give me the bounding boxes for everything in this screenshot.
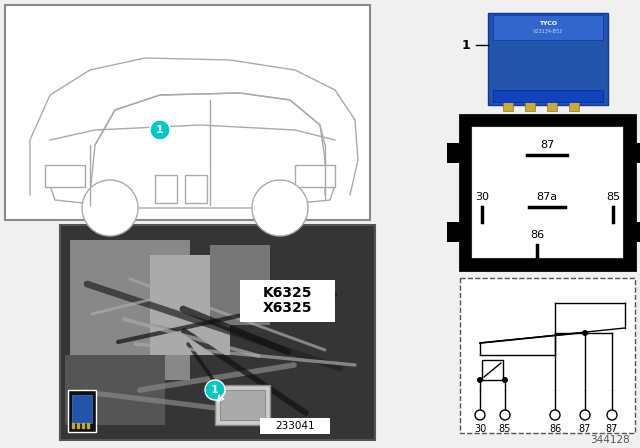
Bar — [70, 240, 190, 380]
Circle shape — [580, 410, 590, 420]
Circle shape — [150, 120, 170, 140]
Bar — [185, 175, 207, 203]
Text: 233041: 233041 — [275, 421, 315, 431]
Text: 87: 87 — [579, 424, 591, 434]
Bar — [65, 355, 165, 425]
Bar — [77, 423, 80, 429]
Bar — [45, 165, 85, 187]
Circle shape — [477, 377, 483, 383]
Bar — [503, 97, 513, 111]
Bar — [525, 97, 535, 111]
Text: 86: 86 — [549, 424, 561, 434]
Bar — [68, 390, 96, 432]
Circle shape — [607, 410, 617, 420]
Bar — [460, 278, 635, 433]
Bar — [547, 97, 557, 111]
Bar — [215, 385, 270, 425]
Bar — [482, 360, 503, 380]
Bar — [5, 5, 370, 220]
Text: V23134-B52: V23134-B52 — [533, 29, 563, 34]
Circle shape — [502, 377, 508, 383]
Circle shape — [252, 180, 308, 236]
Bar — [260, 418, 330, 434]
Text: 30: 30 — [474, 424, 486, 434]
Text: 87a: 87a — [536, 192, 557, 202]
Text: 87: 87 — [606, 424, 618, 434]
Bar — [493, 90, 603, 102]
Bar — [295, 165, 335, 187]
Text: 1: 1 — [211, 385, 219, 395]
Text: TYCO: TYCO — [539, 21, 557, 26]
Bar — [220, 390, 265, 420]
Bar — [240, 280, 335, 322]
Bar — [155, 175, 177, 203]
Bar — [87, 423, 90, 429]
Circle shape — [82, 180, 138, 236]
Text: 85: 85 — [606, 192, 620, 202]
Text: 87: 87 — [540, 140, 554, 150]
Text: 344128: 344128 — [590, 435, 630, 445]
Bar — [447, 143, 460, 163]
Text: X6325: X6325 — [262, 301, 312, 315]
Bar — [488, 13, 608, 105]
Text: 85: 85 — [499, 424, 511, 434]
Bar — [82, 423, 85, 429]
Circle shape — [550, 410, 560, 420]
Circle shape — [205, 380, 225, 400]
Text: 86: 86 — [530, 230, 544, 240]
Text: 30: 30 — [475, 192, 489, 202]
Text: 1: 1 — [156, 125, 164, 135]
Bar — [493, 15, 603, 40]
Bar — [569, 97, 579, 111]
Circle shape — [582, 330, 588, 336]
Bar — [72, 423, 75, 429]
Circle shape — [500, 410, 510, 420]
Bar — [635, 143, 640, 163]
Bar — [447, 222, 460, 242]
Bar — [60, 225, 375, 440]
Circle shape — [475, 410, 485, 420]
Bar — [72, 395, 92, 423]
Text: K6325: K6325 — [262, 286, 312, 300]
Bar — [472, 127, 623, 258]
Text: 1: 1 — [461, 39, 470, 52]
Bar — [150, 255, 230, 355]
Bar — [210, 245, 270, 325]
Bar — [460, 115, 635, 270]
Bar — [635, 222, 640, 242]
